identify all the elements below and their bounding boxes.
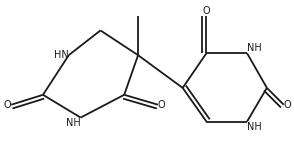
- Text: HN: HN: [54, 50, 69, 60]
- Text: O: O: [284, 100, 291, 110]
- Text: NH: NH: [247, 43, 262, 53]
- Text: NH: NH: [247, 122, 262, 132]
- Text: O: O: [203, 6, 210, 16]
- Text: NH: NH: [66, 118, 81, 128]
- Text: O: O: [158, 100, 166, 110]
- Text: O: O: [4, 100, 11, 110]
